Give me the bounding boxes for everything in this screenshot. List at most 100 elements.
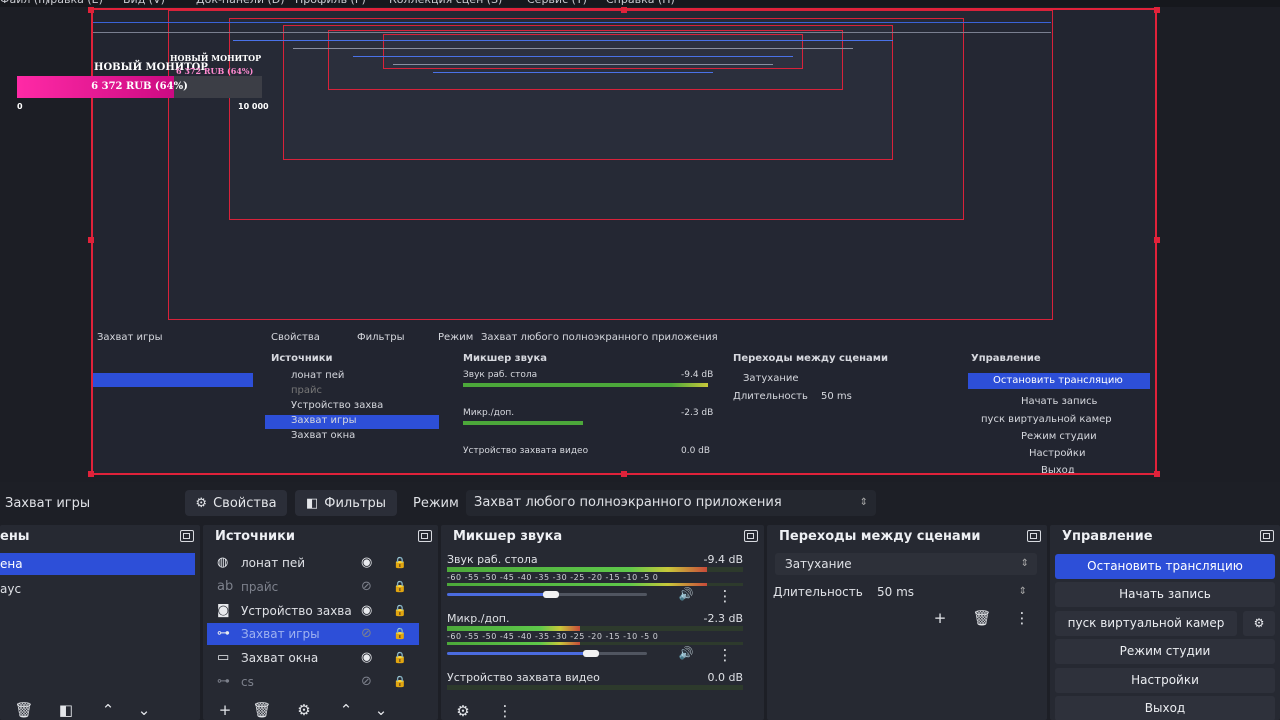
control-button-label: Настройки: [1131, 672, 1199, 687]
preview-canvas[interactable]: Захват игры Свойства Фильтры Режим Захва…: [0, 7, 1280, 482]
nested-mix-2: Микр./доп.: [463, 408, 515, 418]
menu-item-1[interactable]: Правка (E): [42, 0, 103, 6]
undock-icon[interactable]: [1260, 530, 1274, 542]
scene-item[interactable]: ена: [0, 553, 195, 575]
add-icon[interactable]: +: [218, 701, 232, 719]
lock-icon[interactable]: 🔒: [393, 556, 407, 569]
donation-goal-amount-echo: 6 372 RUB (64%): [176, 66, 254, 76]
nested-mix-1: Звук раб. стола: [463, 370, 538, 380]
selected-source-frame[interactable]: Захват игры Свойства Фильтры Режим Захва…: [91, 8, 1157, 475]
properties-button[interactable]: ⚙ Свойства: [185, 490, 287, 516]
volume-slider-track[interactable]: [591, 652, 647, 655]
control-button-label: Начать запись: [1119, 587, 1211, 602]
unlock-icon[interactable]: 🔒: [393, 651, 407, 665]
source-item[interactable]: ▭ Захват окна ◉ 🔒: [207, 647, 419, 669]
source-label: лонат пей: [241, 556, 306, 570]
control-button[interactable]: пуск виртуальной камер: [1055, 610, 1237, 636]
more-vertical-icon[interactable]: ⋮: [497, 702, 513, 720]
gear-icon: ⚙: [195, 495, 208, 511]
menu-item-7[interactable]: Справка (H): [606, 0, 675, 6]
unlock-icon[interactable]: 🔒: [393, 603, 407, 617]
volume-knob[interactable]: [543, 591, 559, 598]
nested-ctrl-1: Остановить трансляцию: [993, 375, 1123, 386]
text-icon: ab: [217, 578, 234, 594]
menu-item-6[interactable]: Сервис (T): [527, 0, 587, 6]
eye-off-icon[interactable]: ⊘: [361, 578, 372, 594]
eye-icon[interactable]: ◉: [361, 602, 373, 618]
mode-select[interactable]: Захват любого полноэкранного приложения …: [466, 490, 876, 516]
volume-slider[interactable]: [447, 652, 591, 655]
level-meter: [447, 642, 743, 645]
control-button[interactable]: Начать запись: [1055, 582, 1275, 608]
chevron-up-icon[interactable]: ⌃: [101, 701, 115, 719]
undock-icon[interactable]: [1027, 530, 1041, 542]
gear-icon[interactable]: ⚙: [297, 701, 311, 719]
eye-icon[interactable]: ◉: [361, 650, 373, 666]
source-item[interactable]: ◙ Устройство захва ◉ 🔒: [207, 600, 419, 622]
filters-button[interactable]: ◧ Фильтры: [295, 490, 397, 516]
mixer-channel-name: Микр./доп.: [447, 612, 510, 625]
nested-mix-3: Устройство захвата видео: [463, 446, 589, 456]
trash-icon[interactable]: 🗑: [252, 701, 272, 719]
eye-off-icon[interactable]: ⊘: [361, 674, 372, 689]
filter-icon[interactable]: ◧: [58, 701, 74, 719]
volume-slider-track[interactable]: [551, 593, 647, 596]
scenes-title: ены: [0, 529, 30, 544]
control-button[interactable]: Выход: [1055, 696, 1275, 720]
more-vertical-icon[interactable]: ⋮: [1014, 609, 1030, 627]
menu-item-0[interactable]: Файл (F): [0, 0, 49, 6]
unlock-icon[interactable]: 🔒: [393, 675, 407, 688]
source-label: Захват игры: [241, 627, 320, 642]
eye-off-icon[interactable]: ⊘: [361, 626, 372, 642]
lock-icon[interactable]: 🔒: [393, 579, 407, 593]
duration-spinbox[interactable]: 50 ms ⇕: [867, 581, 1037, 603]
chevron-down-icon[interactable]: ⌄: [374, 701, 388, 719]
control-button[interactable]: Остановить трансляцию: [1055, 554, 1275, 579]
nested-mixer-title: Микшер звука: [463, 353, 547, 364]
menu-item-5[interactable]: Коллекция сцен (S): [389, 0, 502, 6]
window-icon: ▭: [217, 650, 230, 666]
menu-item-2[interactable]: Вид (V): [123, 0, 165, 6]
eye-icon[interactable]: ◉: [361, 555, 373, 570]
menu-item-4[interactable]: Профиль (P): [295, 0, 366, 6]
add-icon[interactable]: +: [933, 609, 947, 627]
control-button[interactable]: Режим студии: [1055, 639, 1275, 665]
source-item[interactable]: ◍ лонат пей ◉ 🔒: [207, 552, 419, 574]
volume-knob[interactable]: [583, 650, 599, 657]
scene-item[interactable]: аус: [0, 582, 22, 596]
speaker-icon[interactable]: 🔊: [678, 587, 694, 601]
unlock-icon[interactable]: 🔒: [393, 627, 407, 641]
chevron-down-icon[interactable]: ⌄: [137, 701, 151, 719]
nested-trans-selected: Затухание: [743, 373, 799, 384]
source-item[interactable]: ab прайс ⊘ 🔒: [207, 576, 419, 598]
volume-slider[interactable]: [447, 593, 551, 596]
trash-icon[interactable]: 🗑: [972, 609, 992, 627]
source-item[interactable]: ⊶ cs ⊘ 🔒: [207, 671, 419, 693]
control-button[interactable]: Настройки: [1055, 667, 1275, 693]
mixer-channel-db: -9.4 dB: [703, 553, 744, 566]
source-item[interactable]: ⊶ Захват игры ⊘ 🔒: [207, 623, 419, 646]
trash-icon[interactable]: 🗑: [14, 701, 34, 719]
chevron-up-icon[interactable]: ⌃: [339, 701, 353, 719]
globe-icon: ◍: [217, 555, 229, 570]
duration-label: Длительность: [773, 585, 863, 599]
mode-label: Режим: [413, 496, 459, 511]
undock-icon[interactable]: [744, 530, 758, 542]
more-vertical-icon[interactable]: ⋮: [717, 587, 733, 605]
nested-ctrl-5: Настройки: [1029, 448, 1086, 459]
speaker-icon[interactable]: 🔊: [678, 646, 694, 660]
more-vertical-icon[interactable]: ⋮: [717, 646, 733, 664]
level-meter: [447, 626, 743, 631]
undock-icon[interactable]: [418, 530, 432, 542]
gear-icon[interactable]: ⚙: [456, 702, 470, 720]
transition-select[interactable]: Затухание ⇕: [775, 553, 1037, 575]
menu-item-3[interactable]: Док-панели (D): [196, 0, 285, 6]
nested-preview-7: [383, 34, 803, 69]
undock-icon[interactable]: [180, 530, 194, 542]
scenes-dock: ены ена аус 🗑 ◧ ⌃ ⌄: [0, 525, 200, 720]
gear-icon[interactable]: ⚙: [1243, 610, 1275, 636]
properties-bar: Захват игры ⚙ Свойства ◧ Фильтры Режим З…: [0, 486, 1280, 522]
transition-select-value: Затухание: [785, 557, 852, 571]
nested-duration-value: 50 ms: [821, 391, 852, 402]
